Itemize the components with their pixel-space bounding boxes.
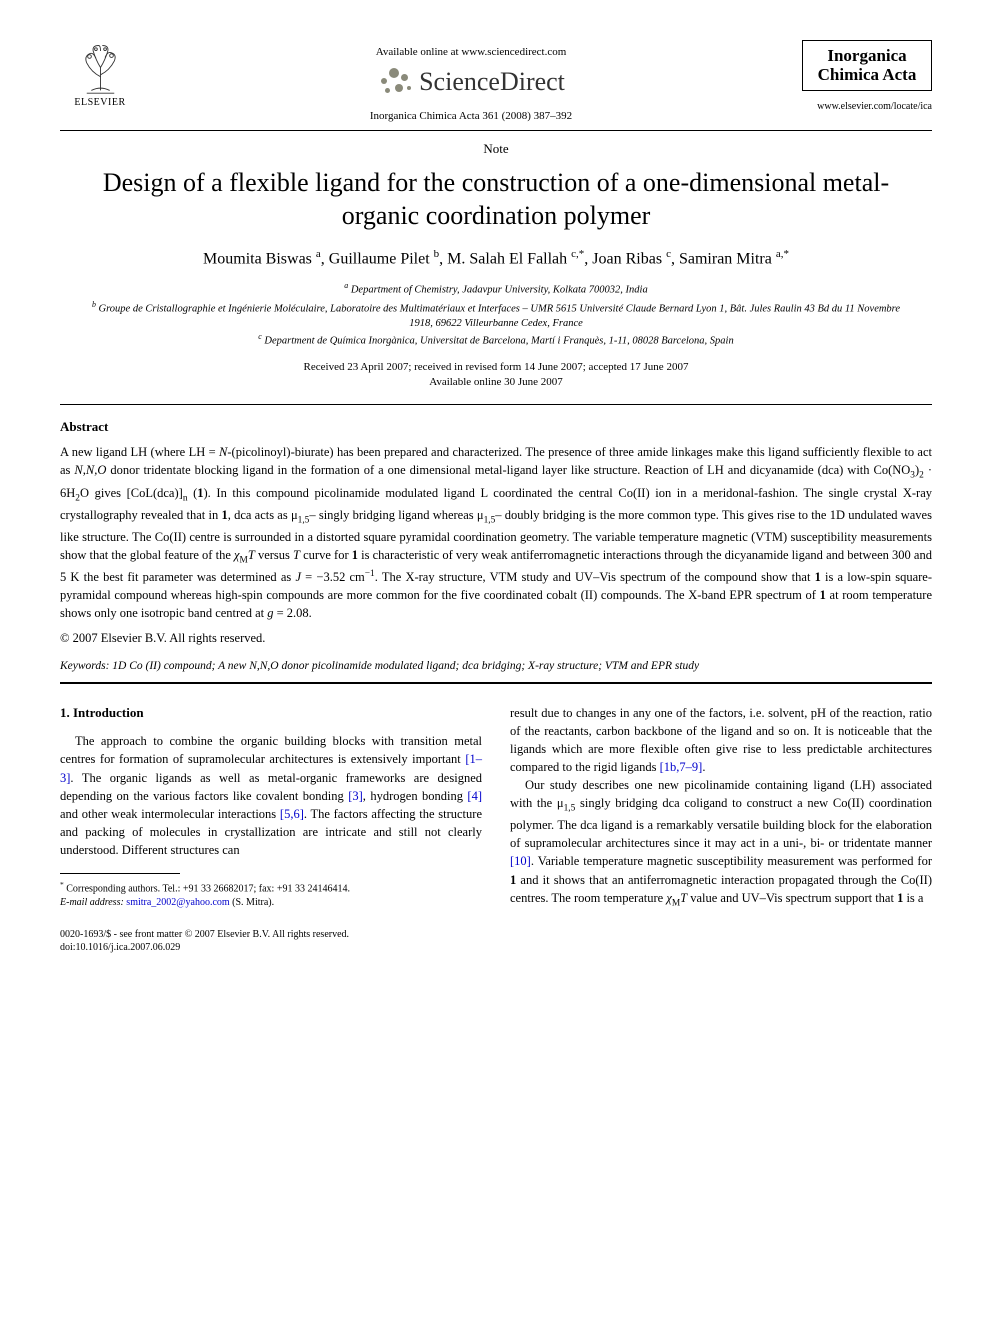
email-label: E-mail address: (60, 897, 124, 908)
footer-block: 0020-1693/$ - see front matter © 2007 El… (60, 928, 482, 955)
journal-reference: Inorganica Chimica Acta 361 (2008) 387–3… (370, 110, 572, 122)
article-dates: Received 23 April 2007; received in revi… (60, 360, 932, 391)
elsevier-tree-icon (73, 40, 128, 95)
intro-paragraph-1-cont: result due to changes in any one of the … (510, 704, 932, 777)
journal-logo-block: Inorganica Chimica Acta www.elsevier.com… (802, 40, 932, 112)
issn-line: 0020-1693/$ - see front matter © 2007 El… (60, 928, 482, 942)
header-rule (60, 130, 932, 131)
available-online-text: Available online at www.sciencedirect.co… (376, 46, 567, 58)
doi-line: doi:10.1016/j.ica.2007.06.029 (60, 941, 482, 955)
column-left: 1. Introduction The approach to combine … (60, 704, 482, 955)
intro-paragraph-2: Our study describes one new picolinamide… (510, 776, 932, 911)
header-center: Available online at www.sciencedirect.co… (140, 40, 802, 122)
journal-logo-line1: Inorganica (811, 47, 923, 66)
keywords-line: Keywords: 1D Co (II) compound; A new N,N… (60, 660, 932, 672)
article-title: Design of a flexible ligand for the cons… (60, 167, 932, 232)
page-header: ELSEVIER Available online at www.science… (60, 40, 932, 122)
authors-line: Moumita Biswas a, Guillaume Pilet b, M. … (60, 248, 932, 268)
affiliations: a Department of Chemistry, Jadavpur Univ… (60, 280, 932, 349)
journal-logo-line2: Chimica Acta (811, 66, 923, 85)
corresponding-text: Corresponding authors. Tel.: +91 33 2668… (66, 884, 350, 895)
note-label: Note (60, 141, 932, 157)
abstract-top-rule (60, 404, 932, 405)
journal-url: www.elsevier.com/locate/ica (802, 101, 932, 112)
keywords-label: Keywords: (60, 660, 109, 672)
sciencedirect-logo: ScienceDirect (377, 64, 565, 100)
sciencedirect-dots-icon (377, 64, 413, 100)
abstract-copyright: © 2007 Elsevier B.V. All rights reserved… (60, 631, 932, 646)
body-two-column: 1. Introduction The approach to combine … (60, 704, 932, 955)
keywords-text: 1D Co (II) compound; A new N,N,O donor p… (112, 660, 699, 672)
abstract-heading: Abstract (60, 419, 932, 435)
publisher-logo-block: ELSEVIER (60, 40, 140, 108)
corresponding-footnote: * Corresponding authors. Tel.: +91 33 26… (60, 880, 482, 909)
section-heading-intro: 1. Introduction (60, 704, 482, 723)
abstract-bottom-rule (60, 682, 932, 684)
publisher-label: ELSEVIER (74, 97, 125, 108)
journal-logo: Inorganica Chimica Acta (802, 40, 932, 91)
email-who: (S. Mitra). (232, 897, 274, 908)
affiliation-a: a Department of Chemistry, Jadavpur Univ… (90, 280, 902, 298)
column-right: result due to changes in any one of the … (510, 704, 932, 955)
dates-received: Received 23 April 2007; received in revi… (60, 360, 932, 375)
affiliation-c: c Department de Química Inorgànica, Univ… (90, 331, 902, 349)
dates-online: Available online 30 June 2007 (60, 375, 932, 390)
intro-paragraph-1: The approach to combine the organic buil… (60, 732, 482, 859)
corresponding-email[interactable]: smitra_2002@yahoo.com (126, 897, 229, 908)
affiliation-b: b Groupe de Cristallographie et Ingénier… (90, 299, 902, 332)
sciencedirect-text: ScienceDirect (419, 67, 565, 97)
footnote-separator (60, 873, 180, 874)
abstract-body: A new ligand LH (where LH = N-(picolinoy… (60, 443, 932, 622)
